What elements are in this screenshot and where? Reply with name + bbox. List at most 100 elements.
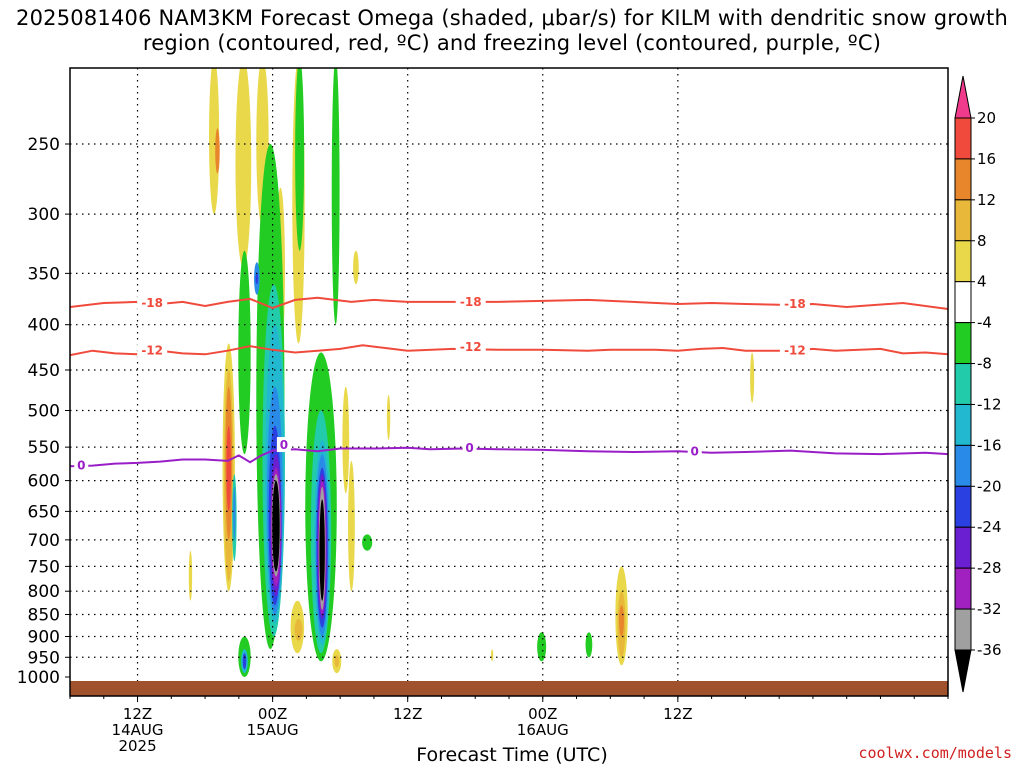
- y-tick-label: 250: [28, 135, 60, 155]
- omega-shade-pos: [209, 68, 220, 215]
- x-tick-date: 2025: [118, 737, 156, 755]
- omega-shade-neg: [272, 480, 280, 572]
- y-tick-label: 800: [28, 582, 60, 602]
- omega-shade-pos: [386, 394, 391, 441]
- omega-shade-pos: [226, 425, 231, 512]
- y-tick-label: 1000: [17, 668, 60, 688]
- colorbar-label: -8: [977, 355, 992, 373]
- dgz-contour-label: -18: [784, 297, 806, 311]
- colorbar-label: -4: [977, 314, 992, 332]
- colorbar-swatch: [954, 485, 972, 528]
- colorbar-label: -20: [977, 477, 1002, 495]
- colorbar-label: -28: [977, 559, 1002, 577]
- omega-shading: [188, 68, 755, 678]
- y-tick-label: 700: [28, 531, 60, 551]
- grid-lines: [70, 68, 948, 681]
- colorbar-swatch: [954, 322, 972, 365]
- dgz-contour-label: -12: [784, 344, 806, 358]
- y-tick-label: 750: [28, 557, 60, 577]
- y-tick-label: 950: [28, 648, 60, 668]
- contour-label-bg: [137, 342, 168, 358]
- omega-shade-pos: [334, 655, 340, 668]
- colorbar-label: 8: [977, 232, 987, 250]
- colorbar-bottom-arrow: [954, 649, 972, 693]
- y-tick-label: 900: [28, 627, 60, 647]
- y-tick-label: 850: [28, 606, 60, 626]
- chart-title: 2025081406 NAM3KM Forecast Omega (shaded…: [16, 6, 1008, 55]
- y-axis: 2503003504004505005506006507007508008509…: [17, 135, 70, 688]
- colorbar-swatch: [954, 526, 972, 569]
- contour-label-bg: [779, 295, 810, 311]
- colorbar-swatch: [954, 281, 972, 324]
- x-tick-label: 12Z: [663, 705, 692, 723]
- contour-lines: -18 -18 -18 -12 -12 -12 0 0 0 0: [70, 293, 948, 473]
- contour-label-bg: [455, 293, 486, 309]
- colorbar-label: -12: [977, 395, 1002, 413]
- x-tick-date: 15AUG: [247, 721, 299, 739]
- freezing-contour-label: 0: [280, 438, 288, 452]
- omega-shade-pos: [750, 352, 755, 403]
- colorbar-label: 20: [977, 109, 996, 127]
- contour-label-bg: [137, 294, 168, 310]
- colorbar: 20 16 12 8 4 -4 -8 -12 -16 -20 -24 -28 -32 -36: [954, 75, 1002, 693]
- colorbar-label: 12: [977, 191, 996, 209]
- y-tick-label: 650: [28, 502, 60, 522]
- colorbar-label: 4: [977, 273, 987, 291]
- freezing-contour-label: 0: [465, 441, 473, 455]
- y-tick-label: 400: [28, 316, 60, 336]
- colorbar-swatch: [954, 199, 972, 242]
- omega-shade-pos: [294, 619, 303, 641]
- contour-label-bg: [462, 439, 477, 455]
- colorbar-label: 16: [977, 150, 996, 168]
- x-tick-date: 16AUG: [517, 721, 569, 739]
- freezing-contour-label: 0: [691, 444, 699, 458]
- freezing-contour-label: 0: [77, 459, 85, 473]
- contour-label-bg: [276, 437, 291, 453]
- ground-surface: [70, 681, 948, 696]
- omega-shade-neg: [537, 632, 547, 662]
- dgz-contour-line: [70, 296, 948, 310]
- contour-label-bg: [687, 443, 702, 459]
- omega-shade-neg: [295, 68, 305, 251]
- plot-frame: [69, 67, 949, 697]
- x-tick-label: 12Z: [393, 705, 422, 723]
- omega-shade-neg: [242, 653, 247, 670]
- x-axis-title: Forecast Time (UTC): [416, 744, 608, 766]
- colorbar-swatch: [954, 158, 972, 201]
- omega-shade-pos: [188, 550, 193, 601]
- y-tick-label: 600: [28, 472, 60, 492]
- x-tick-label: 00Z: [528, 705, 557, 723]
- omega-shade-pos: [235, 68, 252, 268]
- dgz-contour-label: -18: [460, 295, 482, 309]
- dgz-contour-label: -12: [460, 340, 482, 354]
- omega-shade-pos: [342, 386, 350, 494]
- colorbar-swatch: [954, 363, 972, 405]
- omega-shade-neg: [238, 250, 251, 455]
- colorbar-swatch: [954, 403, 972, 446]
- colorbar-label: -32: [977, 600, 1002, 618]
- colorbar-swatch: [954, 240, 972, 283]
- dgz-contour-label: -12: [141, 344, 163, 358]
- omega-shade-neg: [585, 632, 593, 658]
- x-tick-label: 12Z: [123, 705, 152, 723]
- colorbar-label: -24: [977, 518, 1002, 536]
- dgz-contour-line: [70, 344, 948, 357]
- credit-link[interactable]: coolwx.com/models: [858, 744, 1012, 762]
- y-tick-label: 300: [28, 205, 60, 225]
- colorbar-swatch: [954, 608, 972, 651]
- y-tick-label: 500: [28, 402, 60, 422]
- colorbar-swatch: [954, 444, 972, 487]
- omega-shade-neg: [319, 499, 325, 601]
- omega-shade-neg: [331, 68, 340, 325]
- y-tick-label: 550: [28, 438, 60, 458]
- contour-label-bg: [455, 339, 486, 355]
- y-tick-label: 450: [28, 361, 60, 381]
- x-tick-label: 00Z: [258, 705, 287, 723]
- y-tick-label: 350: [28, 264, 60, 284]
- freezing-contour-line: [70, 446, 948, 468]
- omega-shade-neg: [233, 486, 236, 540]
- contour-label-bg: [74, 457, 89, 473]
- colorbar-swatch: [954, 567, 972, 610]
